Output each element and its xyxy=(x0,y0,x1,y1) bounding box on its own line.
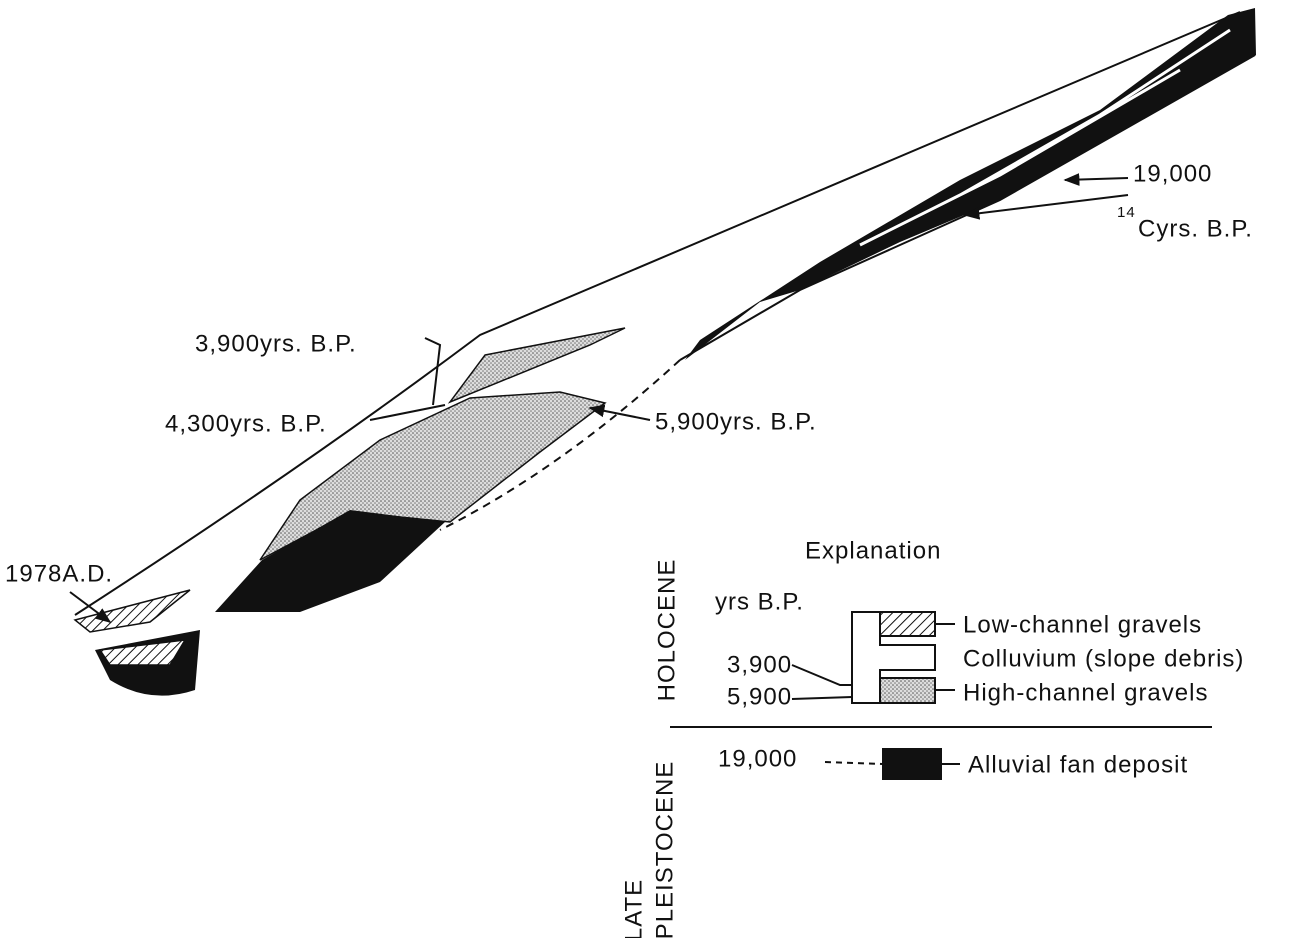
age-header: yrs B.P. xyxy=(715,588,804,615)
age-label: 19,000 xyxy=(1133,160,1212,187)
age-unit: Cyrs. B.P. xyxy=(1138,215,1253,242)
legend-title: Explanation xyxy=(805,537,941,564)
swatch-high-channel xyxy=(879,677,936,704)
leader xyxy=(424,337,442,406)
arrow xyxy=(69,591,112,623)
legend-age: 5,900 xyxy=(727,683,792,710)
inferred-boundary xyxy=(439,359,681,531)
alluvial-fan-deposit xyxy=(685,8,1256,360)
swatch-low-channel xyxy=(879,611,936,637)
age-label: 5,900yrs. B.P. xyxy=(655,408,817,435)
low-channel-gravels xyxy=(73,589,191,633)
deposit-bedding xyxy=(859,28,1231,247)
legend-age: 3,900 xyxy=(727,651,792,678)
legend: Explanation HOLOCENE LATE PLEISTOCENE yr… xyxy=(620,537,1244,938)
superscript: 14 xyxy=(1117,204,1136,221)
leader xyxy=(791,664,852,686)
cross-section: 19,000 14 Cyrs. B.P. 3,900yrs. B.P. 4,30… xyxy=(5,8,1256,696)
age-label: 4,300yrs. B.P. xyxy=(165,410,327,437)
age-label: 1978A.D. xyxy=(5,560,113,587)
legend-unit: Low-channel gravels xyxy=(963,611,1202,638)
arrow xyxy=(1063,173,1129,186)
low-channel-gravels xyxy=(98,639,187,666)
period-label: HOLOCENE xyxy=(653,559,680,702)
ground-surface xyxy=(74,11,1241,616)
period-label: LATE xyxy=(620,879,647,938)
legend-age: 19,000 xyxy=(718,745,797,772)
legend-unit: Alluvial fan deposit xyxy=(968,751,1188,778)
high-channel-gravels xyxy=(447,327,626,404)
legend-unit: High-channel gravels xyxy=(963,679,1208,706)
swatch-alluvial xyxy=(882,748,942,780)
leader xyxy=(369,404,446,421)
arrow xyxy=(963,194,1129,220)
legend-unit: Colluvium (slope debris) xyxy=(963,645,1244,672)
leader xyxy=(824,761,883,765)
arrow xyxy=(588,404,651,421)
alluvial-fan-deposit xyxy=(215,510,445,612)
leader xyxy=(791,696,853,700)
age-label: 3,900yrs. B.P. xyxy=(195,330,357,357)
period-label: PLEISTOCENE xyxy=(651,761,678,938)
